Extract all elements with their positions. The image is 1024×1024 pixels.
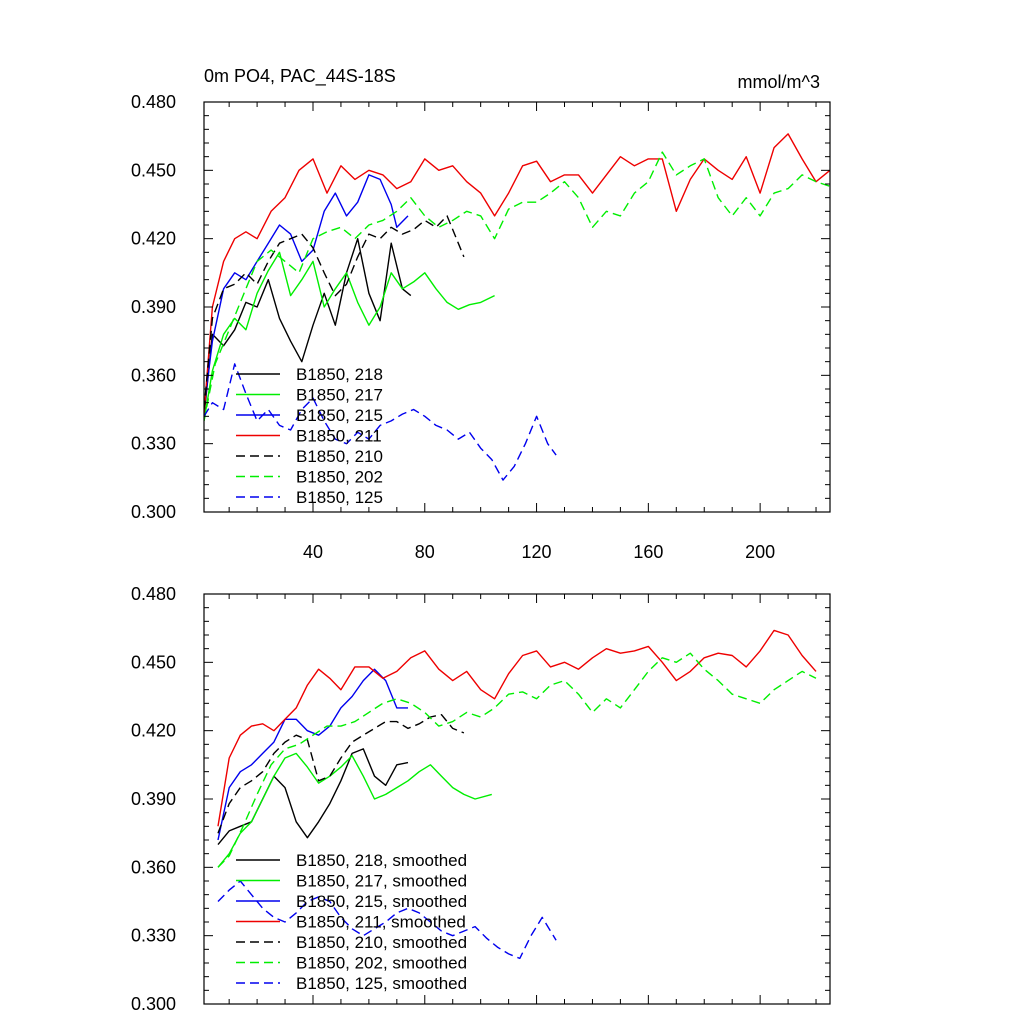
x-tick-label: 120	[522, 542, 552, 562]
y-tick-label: 0.480	[131, 92, 176, 112]
legend-label: B1850, 217	[296, 386, 383, 405]
legend-label: B1850, 218, smoothed	[296, 851, 467, 870]
y-tick-label: 0.330	[131, 434, 176, 454]
y-tick-label: 0.300	[131, 502, 176, 522]
y-tick-label: 0.390	[131, 789, 176, 809]
y-tick-label: 0.300	[131, 994, 176, 1014]
x-tick-label: 200	[745, 542, 775, 562]
legend: B1850, 218, smoothed B1850, 217, smoothed…	[236, 851, 467, 993]
y-tick-label: 0.390	[131, 297, 176, 317]
legend-label: B1850, 215	[296, 406, 383, 425]
series-line-4	[217, 629, 817, 827]
y-tick-label: 0.420	[131, 229, 176, 249]
legend-label: B1850, 210, smoothed	[296, 933, 467, 952]
series-line-1	[217, 748, 409, 846]
x-tick-label: 40	[303, 542, 323, 562]
legend-label: B1850, 211, smoothed	[296, 913, 466, 932]
plot-title: 0m PO4, PAC_44S-18S	[204, 66, 396, 87]
series-line-3	[204, 174, 409, 410]
series-group	[217, 629, 817, 960]
legend-label: B1850, 210	[296, 447, 383, 466]
y-tick-label: 0.360	[131, 365, 176, 385]
series-line-7	[217, 880, 557, 960]
series-line-5	[217, 714, 465, 834]
legend-label: B1850, 215, smoothed	[296, 892, 467, 911]
series-line-2	[217, 752, 492, 868]
legend-label: B1850, 202, smoothed	[296, 954, 467, 973]
x-tick-label: 160	[633, 542, 663, 562]
legend-label: B1850, 211	[296, 427, 382, 446]
series-line-5	[204, 215, 465, 410]
series-group	[204, 133, 830, 481]
legend-label: B1850, 217, smoothed	[296, 872, 467, 891]
series-line-2	[204, 251, 495, 422]
legend-label: B1850, 202	[296, 468, 383, 487]
series-line-1	[204, 237, 412, 417]
series-line-3	[217, 668, 408, 841]
y-tick-label: 0.450	[131, 160, 176, 180]
legend-label: B1850, 218	[296, 365, 383, 384]
y-tick-label: 0.480	[131, 584, 176, 604]
series-line-7	[204, 363, 557, 481]
series-line-4	[204, 133, 830, 415]
x-tick-label: 80	[415, 542, 435, 562]
y-tick-label: 0.360	[131, 857, 176, 877]
series-line-6	[204, 151, 830, 422]
legend-label: B1850, 125, smoothed	[296, 974, 467, 993]
series-line-6	[217, 652, 817, 868]
bottom-panel: 0.300 0.330 0.360 0.390 0.420 0.450 0.480 B1850…	[131, 584, 831, 1014]
top-panel: 0.300 0.330 0.360 0.390 0.420 0.450 0.480 40 80 1…	[131, 92, 831, 562]
y-tick-label: 0.450	[131, 652, 176, 672]
legend-label: B1850, 125	[296, 488, 383, 507]
units-label: mmol/m^3	[738, 72, 820, 92]
y-tick-label: 0.420	[131, 721, 176, 741]
y-tick-label: 0.330	[131, 926, 176, 946]
